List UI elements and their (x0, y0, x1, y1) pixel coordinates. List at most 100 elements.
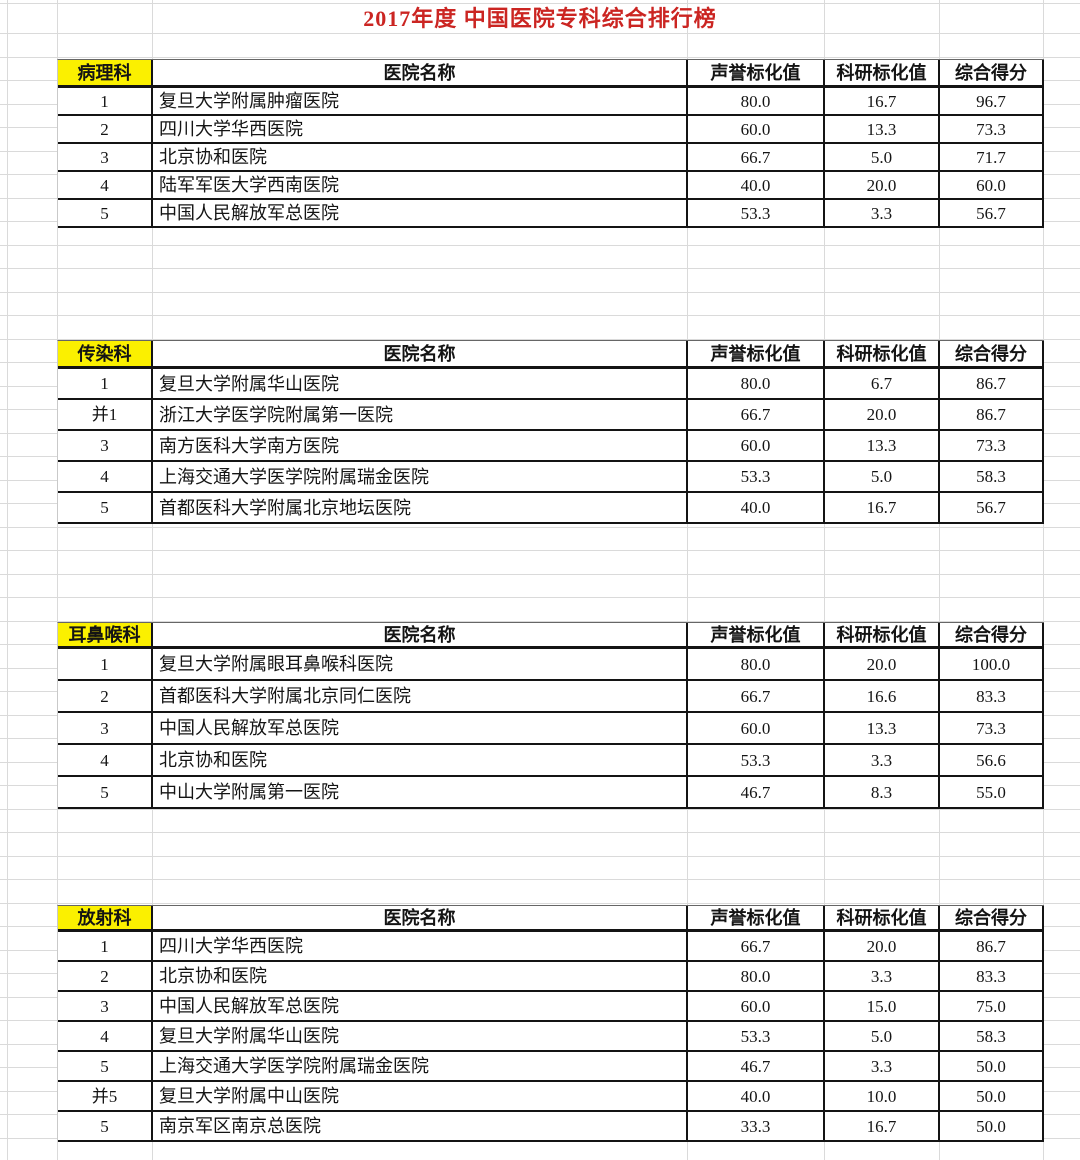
grid-hline (0, 57, 1080, 58)
grid-hline (0, 315, 1080, 316)
table-row: 1 复旦大学附属肿瘤医院 80.0 16.7 96.7 (58, 88, 1044, 116)
reputation-value-cell: 40.0 (688, 172, 825, 200)
reputation-value-cell: 53.3 (688, 745, 825, 777)
table-row: 2 四川大学华西医院 60.0 13.3 73.3 (58, 116, 1044, 144)
reputation-value-cell: 80.0 (688, 962, 825, 992)
research-value-cell: 20.0 (825, 649, 940, 681)
score-value-cell: 83.3 (940, 962, 1044, 992)
grid-hline (0, 527, 1080, 528)
grid-hline (0, 597, 1080, 598)
category-cell: 传染科 (58, 341, 153, 369)
reputation-header: 声誉标化值 (688, 906, 825, 932)
hospital-name-cell: 中国人民解放军总医院 (153, 713, 688, 745)
score-value-cell: 86.7 (940, 369, 1044, 400)
rank-cell: 1 (58, 369, 153, 400)
score-value-cell: 58.3 (940, 1022, 1044, 1052)
research-value-cell: 3.3 (825, 745, 940, 777)
rank-cell: 1 (58, 932, 153, 962)
rank-cell: 5 (58, 1052, 153, 1082)
hospital-name-cell: 南方医科大学南方医院 (153, 431, 688, 462)
score-value-cell: 56.7 (940, 200, 1044, 228)
grid-hline (0, 574, 1080, 575)
reputation-value-cell: 66.7 (688, 400, 825, 431)
research-value-cell: 13.3 (825, 431, 940, 462)
rank-cell: 5 (58, 493, 153, 524)
research-value-cell: 20.0 (825, 172, 940, 200)
reputation-value-cell: 60.0 (688, 116, 825, 144)
table-row: 3 中国人民解放军总医院 60.0 13.3 73.3 (58, 713, 1044, 745)
rank-cell: 4 (58, 745, 153, 777)
hospital-name-cell: 上海交通大学医学院附属瑞金医院 (153, 462, 688, 493)
table-row: 1 复旦大学附属眼耳鼻喉科医院 80.0 20.0 100.0 (58, 649, 1044, 681)
research-header: 科研标化值 (825, 906, 940, 932)
grid-hline (0, 339, 1080, 340)
hospital-name-cell: 复旦大学附属华山医院 (153, 369, 688, 400)
grid-hline (0, 550, 1080, 551)
rank-cell: 4 (58, 172, 153, 200)
score-header: 综合得分 (940, 623, 1044, 649)
grid-vline (824, 0, 825, 1160)
hospital-name-cell: 四川大学华西医院 (153, 932, 688, 962)
score-value-cell: 75.0 (940, 992, 1044, 1022)
table-row: 5 首都医科大学附属北京地坛医院 40.0 16.7 56.7 (58, 493, 1044, 524)
reputation-value-cell: 40.0 (688, 1082, 825, 1112)
research-value-cell: 13.3 (825, 116, 940, 144)
table-row: 4 北京协和医院 53.3 3.3 56.6 (58, 745, 1044, 777)
rank-cell: 1 (58, 88, 153, 116)
reputation-value-cell: 60.0 (688, 431, 825, 462)
grid-hline (0, 268, 1080, 269)
research-header: 科研标化值 (825, 341, 940, 369)
grid-vline (152, 0, 153, 1160)
rank-cell: 3 (58, 713, 153, 745)
grid-hline (0, 245, 1080, 246)
score-value-cell: 73.3 (940, 713, 1044, 745)
research-value-cell: 16.7 (825, 88, 940, 116)
hospital-name-cell: 复旦大学附属肿瘤医院 (153, 88, 688, 116)
table-header-row: 传染科 医院名称 声誉标化值 科研标化值 综合得分 (58, 341, 1044, 369)
hospital-name-cell: 北京协和医院 (153, 144, 688, 172)
rank-cell: 3 (58, 431, 153, 462)
reputation-value-cell: 66.7 (688, 932, 825, 962)
table-header-row: 放射科 医院名称 声誉标化值 科研标化值 综合得分 (58, 906, 1044, 932)
research-value-cell: 6.7 (825, 369, 940, 400)
rank-cell: 4 (58, 1022, 153, 1052)
rank-cell: 2 (58, 116, 153, 144)
research-value-cell: 20.0 (825, 400, 940, 431)
hospital-name-cell: 四川大学华西医院 (153, 116, 688, 144)
table-row: 4 上海交通大学医学院附属瑞金医院 53.3 5.0 58.3 (58, 462, 1044, 493)
research-value-cell: 8.3 (825, 777, 940, 809)
reputation-header: 声誉标化值 (688, 623, 825, 649)
reputation-value-cell: 33.3 (688, 1112, 825, 1142)
rank-cell: 并5 (58, 1082, 153, 1112)
grid-vline (57, 0, 58, 1160)
table-header-row: 耳鼻喉科 医院名称 声誉标化值 科研标化值 综合得分 (58, 623, 1044, 649)
score-value-cell: 58.3 (940, 462, 1044, 493)
reputation-value-cell: 80.0 (688, 369, 825, 400)
table-row: 并5 复旦大学附属中山医院 40.0 10.0 50.0 (58, 1082, 1044, 1112)
score-value-cell: 50.0 (940, 1082, 1044, 1112)
hospital-name-cell: 复旦大学附属华山医院 (153, 1022, 688, 1052)
table-row: 5 上海交通大学医学院附属瑞金医院 46.7 3.3 50.0 (58, 1052, 1044, 1082)
reputation-value-cell: 60.0 (688, 713, 825, 745)
grid-hline (0, 903, 1080, 904)
rank-cell: 2 (58, 962, 153, 992)
rank-cell: 5 (58, 1112, 153, 1142)
reputation-value-cell: 66.7 (688, 144, 825, 172)
table-row: 4 复旦大学附属华山医院 53.3 5.0 58.3 (58, 1022, 1044, 1052)
grid-vline (7, 0, 8, 1160)
table-row: 4 陆军军医大学西南医院 40.0 20.0 60.0 (58, 172, 1044, 200)
reputation-value-cell: 60.0 (688, 992, 825, 1022)
grid-vline (939, 0, 940, 1160)
research-value-cell: 3.3 (825, 200, 940, 228)
reputation-value-cell: 40.0 (688, 493, 825, 524)
grid-hline (0, 621, 1080, 622)
reputation-header: 声誉标化值 (688, 60, 825, 88)
reputation-value-cell: 53.3 (688, 462, 825, 493)
score-header: 综合得分 (940, 906, 1044, 932)
hospital-name-cell: 中国人民解放军总医院 (153, 200, 688, 228)
category-cell: 病理科 (58, 60, 153, 88)
page-title: 2017年度 中国医院专科综合排行榜 (363, 5, 717, 31)
grid-hline (0, 832, 1080, 833)
hospital-name-cell: 上海交通大学医学院附属瑞金医院 (153, 1052, 688, 1082)
